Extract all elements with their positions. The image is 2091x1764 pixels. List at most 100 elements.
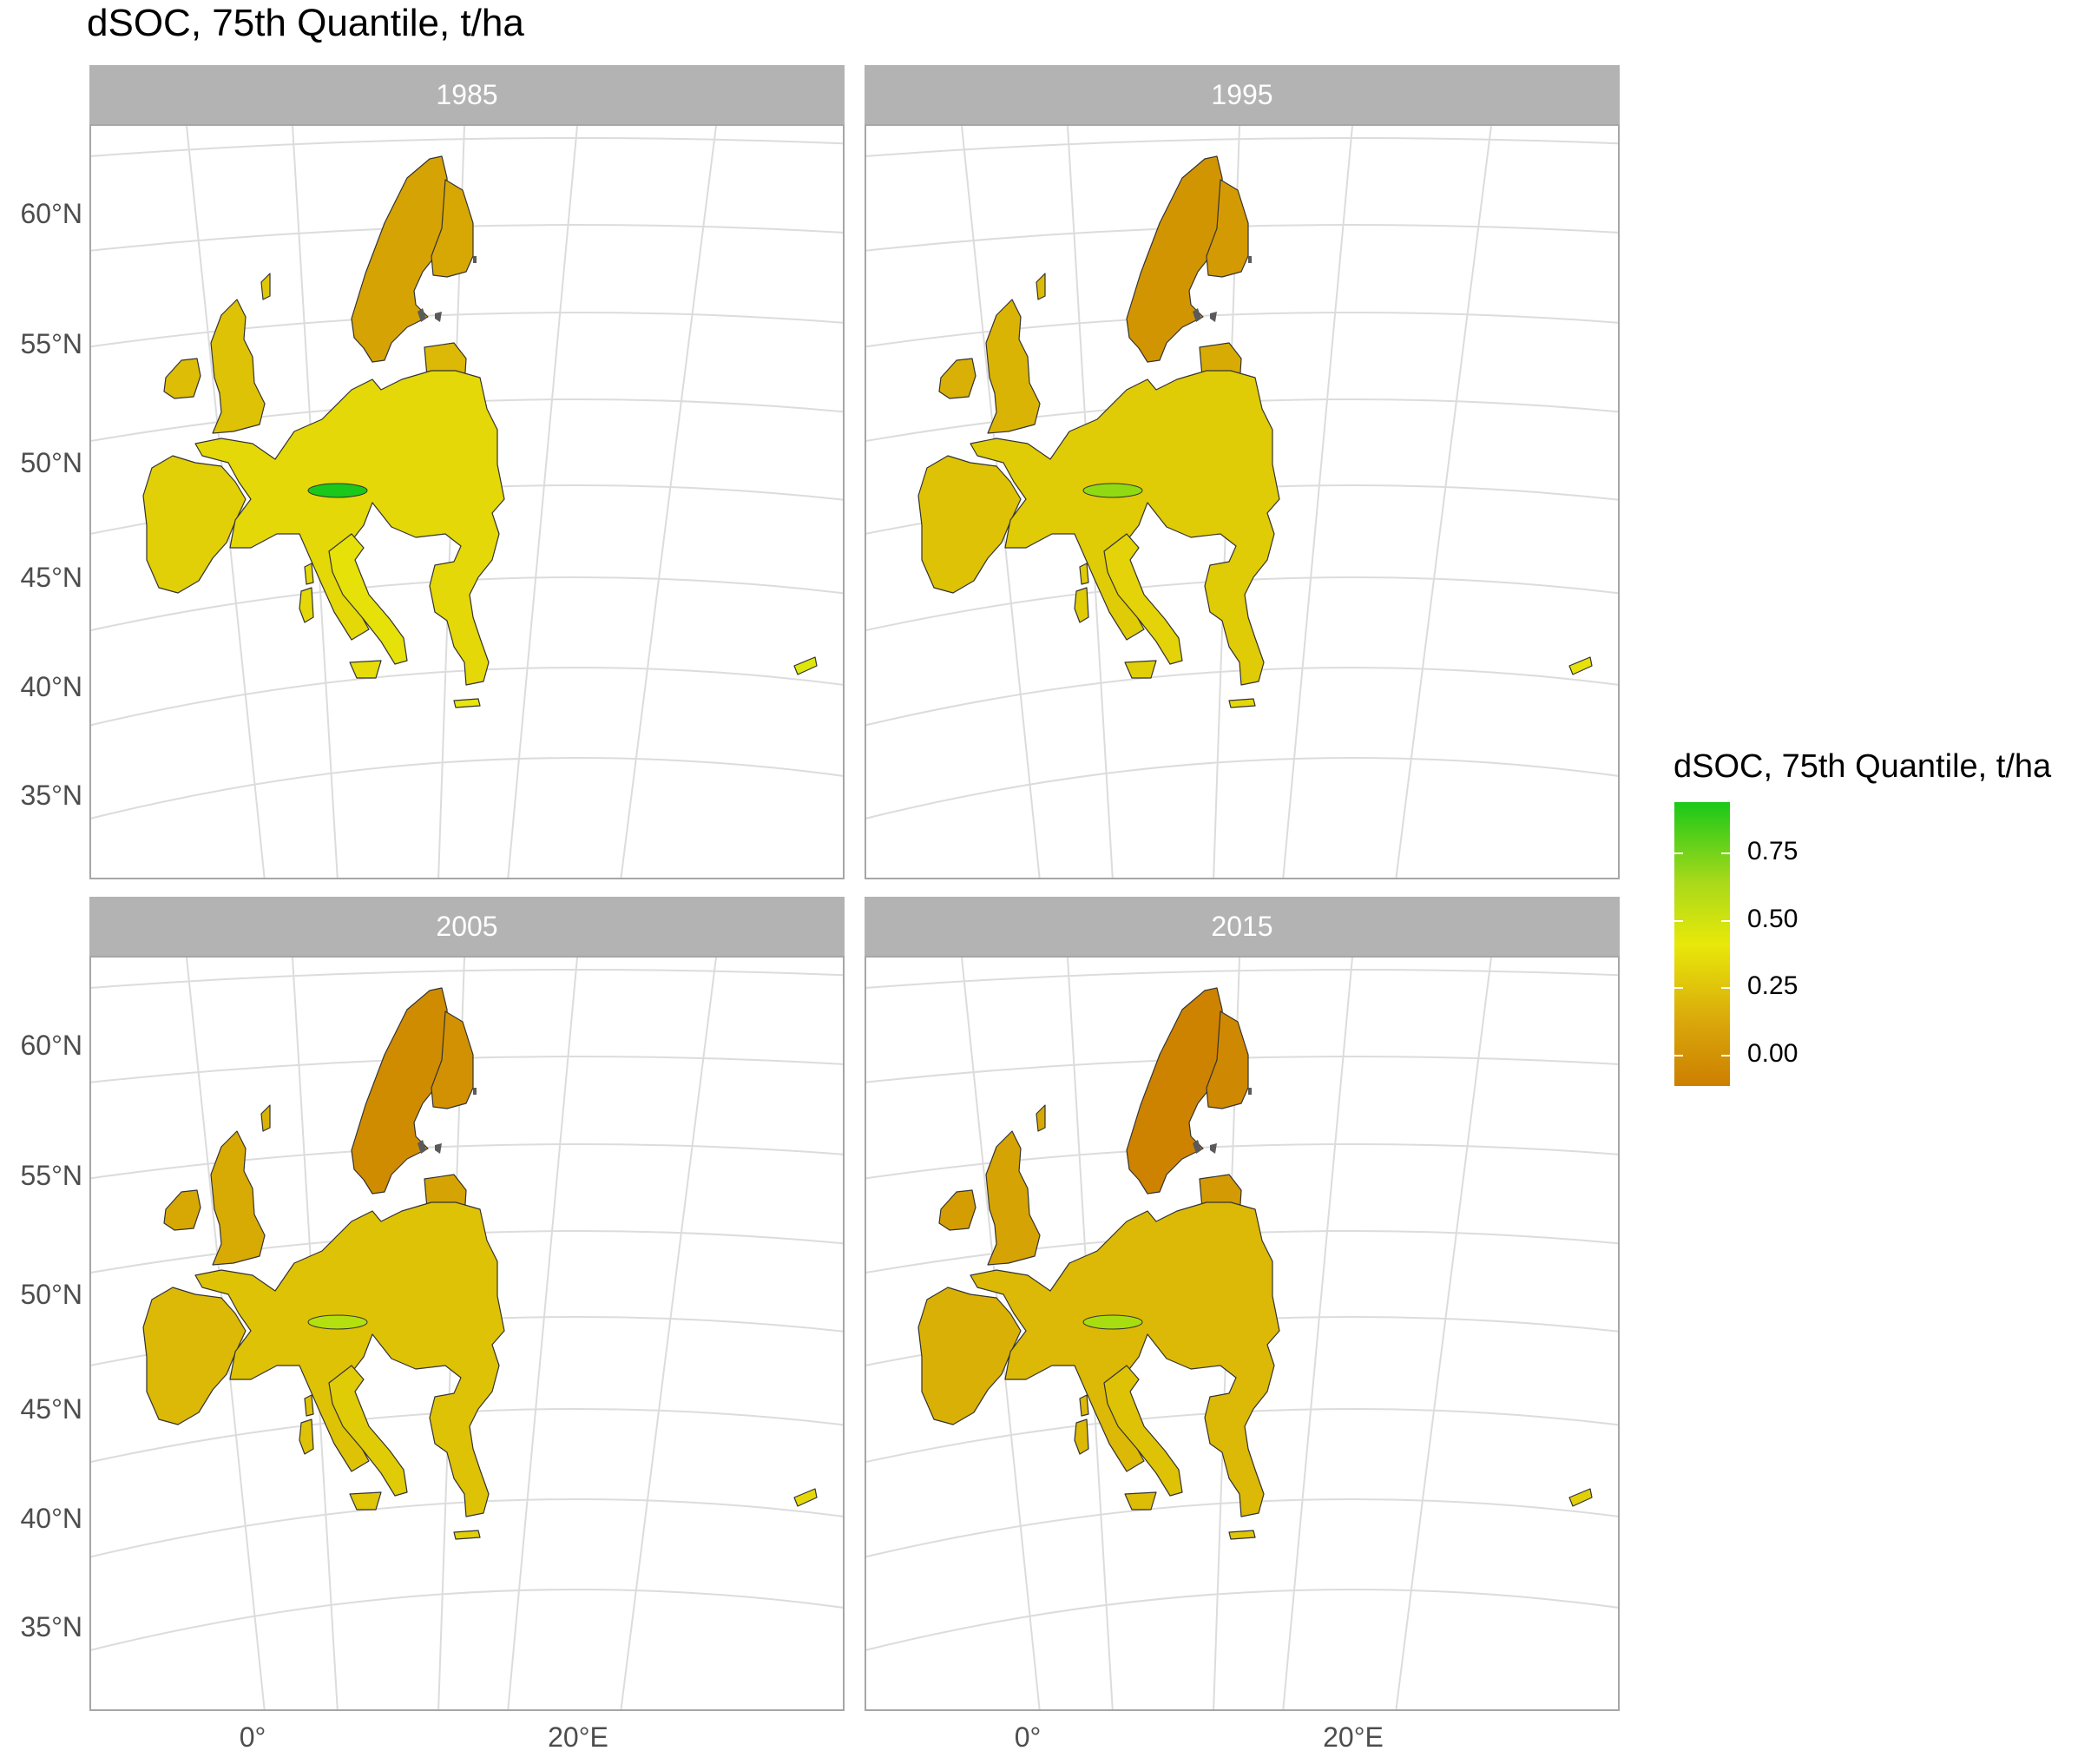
graticule <box>91 958 843 1709</box>
chart-title: dSOC, 75th Quantile, t/ha <box>87 2 524 44</box>
region-iceland <box>1036 1104 1046 1132</box>
hotspot-region <box>1082 483 1143 498</box>
panel-strip-2015: 2015 <box>865 897 1620 956</box>
region-iceland <box>1036 273 1046 300</box>
hotspot-region <box>307 1314 368 1330</box>
y-tick-label: 35°N <box>20 1611 83 1642</box>
region-finland <box>1206 1010 1249 1109</box>
region-crete <box>1228 1530 1256 1540</box>
graticule-line <box>866 398 1618 442</box>
graticule-line <box>91 1589 843 1651</box>
graticule-line <box>866 1056 1618 1083</box>
graticule-line <box>1282 126 1353 878</box>
map-frame <box>865 956 1620 1711</box>
panel-strip-1995: 1995 <box>865 65 1620 124</box>
legend-label: 0.75 <box>1747 837 1798 866</box>
region-iberia <box>142 1287 247 1425</box>
legend-tick-mark <box>1721 920 1730 922</box>
region-italy <box>328 533 408 665</box>
region-cyprus <box>793 656 818 675</box>
region-ireland <box>163 1189 201 1231</box>
y-tick-label: 45°N <box>20 1393 83 1425</box>
region-crete <box>453 698 481 708</box>
europe-map <box>866 126 1618 878</box>
graticule-line <box>91 1498 843 1558</box>
graticule-line <box>91 1143 843 1180</box>
region-finland <box>1206 179 1249 278</box>
region-ireland <box>938 1189 976 1231</box>
region-sardinia <box>1074 1418 1089 1455</box>
region-continent <box>194 1201 505 1517</box>
graticule-line <box>91 1230 843 1274</box>
legend-tick-mark <box>1674 920 1683 922</box>
region-corsica <box>1079 1394 1089 1417</box>
graticule-line <box>91 1408 843 1464</box>
region-britain <box>210 1130 266 1266</box>
region-corsica <box>1079 563 1089 585</box>
region-ireland <box>163 358 201 399</box>
region-britain <box>210 299 266 434</box>
region-italy <box>1103 533 1183 665</box>
graticule-line <box>866 137 1618 157</box>
x-tick-label: 0° <box>1014 1721 1042 1753</box>
lakes <box>1193 1088 1252 1154</box>
region-sardinia <box>1074 587 1089 623</box>
region-continent <box>194 370 505 686</box>
region-corsica <box>304 1394 314 1417</box>
graticule-line <box>91 576 843 632</box>
map-frame <box>89 124 845 879</box>
graticule-line <box>866 312 1618 348</box>
region-iberia <box>917 455 1022 594</box>
panel-label: 1985 <box>436 78 498 110</box>
region-sicily <box>349 660 382 679</box>
x-tick-label: 0° <box>239 1721 266 1753</box>
graticule-line <box>620 126 717 878</box>
panel-label: 2015 <box>1211 910 1273 942</box>
land-regions <box>917 987 1593 1540</box>
y-tick-label: 40°N <box>20 671 83 702</box>
legend-label: 0.50 <box>1747 905 1798 933</box>
region-iberia <box>917 1287 1022 1425</box>
graticule-line <box>866 1408 1618 1464</box>
region-ireland <box>938 358 976 399</box>
region-scandinavia <box>351 987 450 1195</box>
legend-tick-mark <box>1721 852 1730 854</box>
graticule-line <box>91 667 843 727</box>
legend-tick-mark <box>1674 1055 1683 1056</box>
legend-tick-mark <box>1721 1055 1730 1056</box>
x-tick-label: 20°E <box>1323 1721 1384 1753</box>
europe-map <box>91 958 843 1709</box>
region-sardinia <box>299 1418 314 1455</box>
graticule-line <box>866 1589 1618 1651</box>
region-iceland <box>260 1104 271 1132</box>
region-scandinavia <box>351 155 450 363</box>
region-italy <box>328 1365 408 1497</box>
region-crete <box>1228 698 1256 708</box>
panel-label: 1995 <box>1211 78 1273 110</box>
map-frame <box>89 956 845 1711</box>
graticule-line <box>91 224 843 252</box>
panel-label: 2005 <box>436 910 498 942</box>
y-tick-label: 50°N <box>20 447 83 478</box>
region-scandinavia <box>1126 987 1225 1195</box>
y-tick-label: 45°N <box>20 562 83 593</box>
legend-label: 0.00 <box>1747 1039 1798 1068</box>
hotspot-region <box>1082 1314 1143 1330</box>
graticule-line <box>866 576 1618 632</box>
region-italy <box>1103 1365 1183 1497</box>
y-tick-label: 60°N <box>20 198 83 229</box>
graticule-line <box>866 969 1618 989</box>
legend-tick-mark <box>1721 987 1730 989</box>
graticule-line <box>91 398 843 442</box>
hotspot-region <box>307 483 368 498</box>
graticule-line <box>866 224 1618 252</box>
land-regions <box>142 155 818 708</box>
land-regions <box>142 987 818 1540</box>
region-sicily <box>349 1491 382 1511</box>
graticule-line <box>507 126 578 878</box>
graticule-line <box>91 137 843 157</box>
region-corsica <box>304 563 314 585</box>
legend-title: dSOC, 75th Quantile, t/ha <box>1673 748 2052 785</box>
graticule-line <box>866 1498 1618 1558</box>
region-sicily <box>1124 660 1157 679</box>
